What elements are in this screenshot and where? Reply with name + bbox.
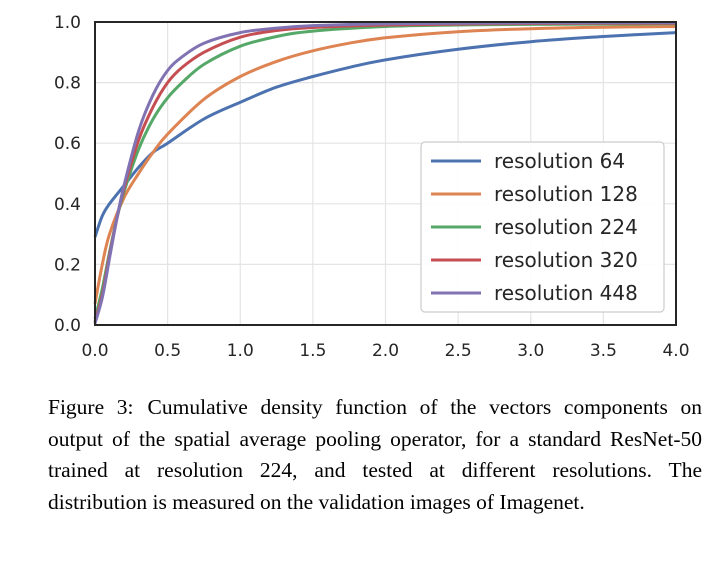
legend: resolution 64 resolution 128 resolution 22… (420, 141, 665, 313)
series-line (93, 21, 677, 324)
x-tick-label: 1.5 (299, 341, 326, 361)
x-tick-label: 3.0 (517, 341, 544, 361)
plot-frame (94, 21, 677, 326)
x-axis-ticks: 0.0 0.5 1.0 1.5 2.0 2.5 3.0 3.5 4.0 (81, 341, 689, 361)
y-tick-label: 1.0 (54, 13, 81, 33)
x-tick-label: 2.5 (445, 341, 472, 361)
legend-label: resolution 64 (494, 149, 625, 173)
x-tick-label: 4.0 (662, 341, 689, 361)
y-tick-label: 0.8 (54, 74, 81, 94)
x-tick-label: 0.0 (81, 341, 108, 361)
y-tick-label: 0.2 (54, 255, 81, 275)
x-tick-label: 0.5 (154, 341, 181, 361)
series-line (93, 31, 677, 238)
caption-label: Figure 3: (48, 395, 134, 419)
y-axis-ticks: 0.0 0.2 0.4 0.6 0.8 1.0 (54, 13, 81, 336)
legend-box (420, 141, 665, 313)
y-tick-label: 0.0 (54, 316, 81, 336)
caption-text: Cumulative density function of the vecto… (48, 395, 702, 514)
x-tick-label: 3.5 (590, 341, 617, 361)
cdf-chart: 0.0 0.5 1.0 1.5 2.0 2.5 3.0 3.5 4.0 0.0 0.2 0.4 0.6… (54, 13, 690, 361)
x-tick-label: 1.0 (227, 341, 254, 361)
figure-caption: Figure 3: Cumulative density function of … (48, 392, 702, 518)
series-lines (93, 21, 677, 324)
y-tick-label: 0.4 (54, 195, 81, 215)
y-tick-label: 0.6 (54, 134, 81, 154)
legend-label: resolution 320 (494, 248, 638, 272)
legend-label: resolution 224 (494, 215, 638, 239)
legend-label: resolution 128 (494, 182, 638, 206)
x-tick-label: 2.0 (372, 341, 399, 361)
legend-label: resolution 448 (494, 281, 638, 305)
